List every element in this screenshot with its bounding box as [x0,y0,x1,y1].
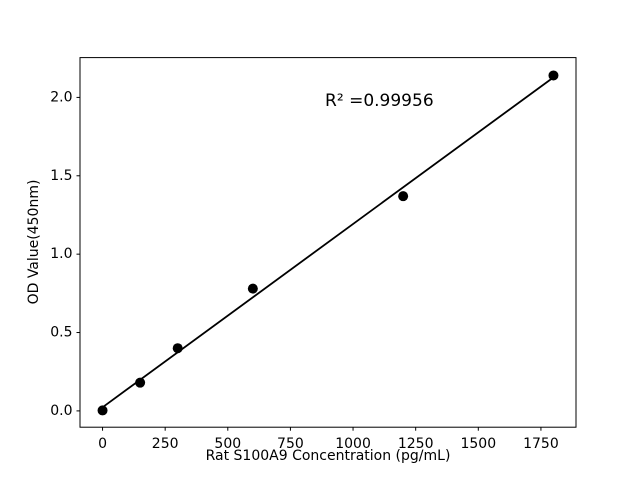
x-tick-label: 1250 [398,436,434,452]
r-squared-annotation: R² =0.99956 [325,90,434,111]
x-tick-label: 500 [214,436,241,452]
x-tick-label: 1000 [335,436,371,452]
y-tick-label: 2.0 [50,89,72,105]
data-point [548,70,559,81]
data-point [97,405,108,416]
y-axis-label: OD Value(450nm) [26,179,42,305]
y-tick-label: 0.5 [50,325,72,341]
y-tick-label: 1.5 [50,168,72,184]
data-point [135,377,146,388]
x-tick-label: 250 [152,436,179,452]
x-tick-label: 750 [277,436,304,452]
x-tick-label: 1750 [523,436,559,452]
y-tick-label: 1.0 [50,246,72,262]
data-point [398,191,409,202]
data-point [247,283,258,294]
y-tick-label: 0.0 [50,403,72,419]
data-point [172,343,183,354]
plot-border [79,57,577,428]
x-tick-label: 1500 [460,436,496,452]
x-tick-label: 0 [98,436,107,452]
fit-line [101,76,555,409]
x-axis-label: Rat S100A9 Concentration (pg/mL) [205,448,451,464]
